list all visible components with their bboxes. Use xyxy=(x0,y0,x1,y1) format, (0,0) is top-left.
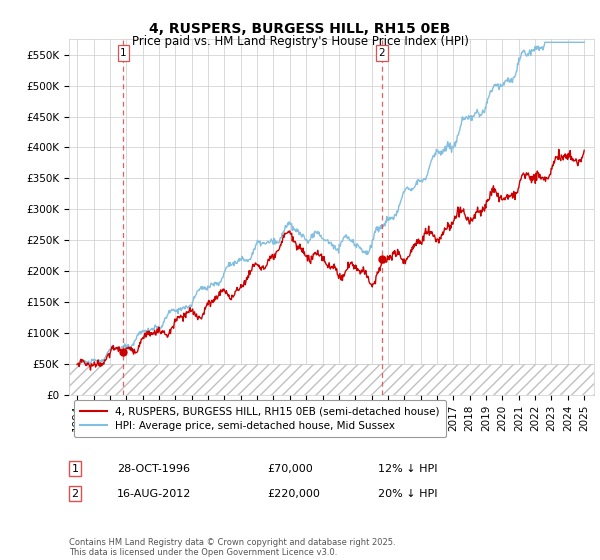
Legend: 4, RUSPERS, BURGESS HILL, RH15 0EB (semi-detached house), HPI: Average price, se: 4, RUSPERS, BURGESS HILL, RH15 0EB (semi… xyxy=(74,400,446,437)
Text: 2: 2 xyxy=(379,48,385,58)
Text: 20% ↓ HPI: 20% ↓ HPI xyxy=(378,489,437,499)
Text: 12% ↓ HPI: 12% ↓ HPI xyxy=(378,464,437,474)
Text: £70,000: £70,000 xyxy=(267,464,313,474)
Text: 16-AUG-2012: 16-AUG-2012 xyxy=(117,489,191,499)
Text: 1: 1 xyxy=(71,464,79,474)
Text: 2: 2 xyxy=(71,489,79,499)
Text: £220,000: £220,000 xyxy=(267,489,320,499)
Text: 1: 1 xyxy=(120,48,127,58)
Text: 4, RUSPERS, BURGESS HILL, RH15 0EB: 4, RUSPERS, BURGESS HILL, RH15 0EB xyxy=(149,22,451,36)
Text: Contains HM Land Registry data © Crown copyright and database right 2025.
This d: Contains HM Land Registry data © Crown c… xyxy=(69,538,395,557)
Text: Price paid vs. HM Land Registry's House Price Index (HPI): Price paid vs. HM Land Registry's House … xyxy=(131,35,469,48)
Text: 28-OCT-1996: 28-OCT-1996 xyxy=(117,464,190,474)
